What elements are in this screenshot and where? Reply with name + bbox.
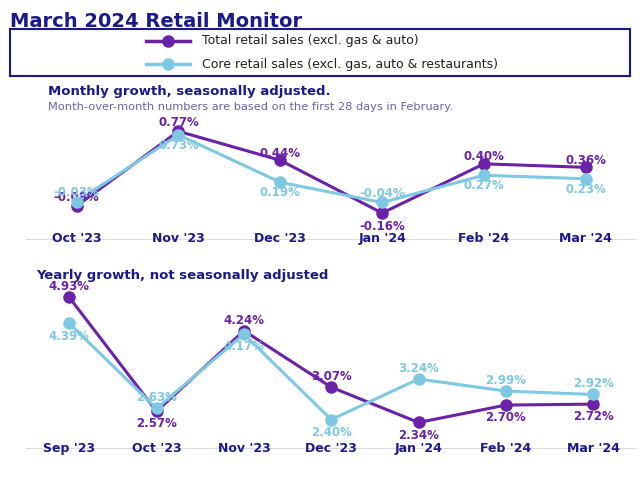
Text: Jan '24: Jan '24 [358, 232, 406, 245]
Text: 2.92%: 2.92% [573, 377, 614, 390]
Text: 2.57%: 2.57% [136, 417, 177, 430]
Text: -0.04%: -0.04% [359, 187, 405, 200]
Text: Sep '23: Sep '23 [43, 442, 95, 455]
Text: 0.27%: 0.27% [463, 179, 504, 192]
Text: Jan '24: Jan '24 [395, 442, 442, 455]
Text: 4.39%: 4.39% [49, 329, 90, 343]
Text: 0.36%: 0.36% [565, 154, 606, 167]
Text: 2.34%: 2.34% [398, 428, 439, 442]
Text: 2.63%: 2.63% [136, 391, 177, 405]
Text: 3.24%: 3.24% [398, 362, 439, 375]
Text: Total retail sales (excl. gas & auto): Total retail sales (excl. gas & auto) [202, 34, 419, 47]
Text: 3.07%: 3.07% [311, 370, 351, 383]
Text: 4.24%: 4.24% [223, 314, 264, 326]
Text: 2.99%: 2.99% [485, 374, 526, 387]
Text: Yearly growth, not seasonally adjusted: Yearly growth, not seasonally adjusted [36, 269, 328, 282]
Text: 4.93%: 4.93% [49, 280, 90, 293]
Text: Mar '24: Mar '24 [566, 442, 620, 455]
Text: 0.44%: 0.44% [260, 147, 301, 160]
Text: 0.19%: 0.19% [260, 186, 301, 199]
Text: 2.72%: 2.72% [573, 410, 614, 423]
Text: -0.03%: -0.03% [54, 186, 99, 199]
Text: -0.16%: -0.16% [359, 220, 405, 233]
Text: Nov '23: Nov '23 [152, 232, 205, 245]
Text: Core retail sales (excl. gas, auto & restaurants): Core retail sales (excl. gas, auto & res… [202, 58, 498, 71]
Text: Oct '23: Oct '23 [132, 442, 181, 455]
Text: 0.40%: 0.40% [463, 150, 504, 163]
Text: Oct '23: Oct '23 [52, 232, 101, 245]
Text: Monthly growth, seasonally adjusted.: Monthly growth, seasonally adjusted. [48, 85, 331, 98]
Text: -0.08%: -0.08% [54, 191, 99, 203]
Text: Dec '23: Dec '23 [254, 232, 306, 245]
Text: March 2024 Retail Monitor: March 2024 Retail Monitor [10, 12, 301, 31]
Text: 2.40%: 2.40% [311, 426, 351, 439]
Text: 2.70%: 2.70% [486, 411, 526, 424]
Text: 0.73%: 0.73% [158, 139, 199, 152]
Text: Nov '23: Nov '23 [218, 442, 270, 455]
Text: Month-over-month numbers are based on the first 28 days in February.: Month-over-month numbers are based on th… [48, 102, 453, 112]
Text: 0.23%: 0.23% [566, 183, 606, 196]
Text: Dec '23: Dec '23 [305, 442, 357, 455]
Text: Feb '24: Feb '24 [480, 442, 531, 455]
Text: 0.77%: 0.77% [158, 116, 199, 129]
Text: Mar '24: Mar '24 [559, 232, 612, 245]
Text: Feb '24: Feb '24 [458, 232, 509, 245]
Text: 4.17%: 4.17% [223, 340, 264, 353]
